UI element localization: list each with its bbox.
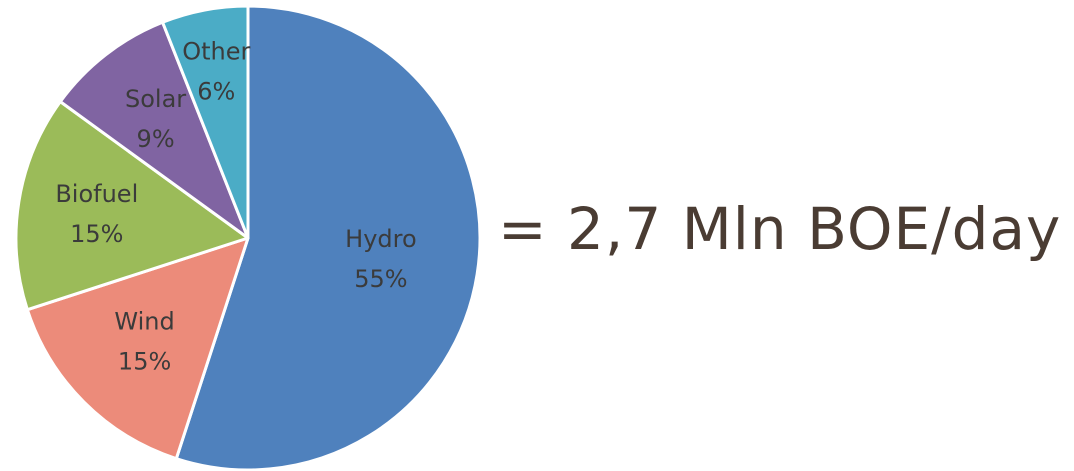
slice-value-hydro: 55% (354, 265, 407, 293)
slice-label-hydro: Hydro (345, 225, 417, 253)
slice-value-wind: 15% (118, 347, 171, 375)
total-caption: = 2,7 Mln BOE/day (498, 195, 1062, 263)
slice-value-other: 6% (197, 78, 235, 106)
pie-slices (14, 4, 482, 471)
pie-slice-hydro (174, 4, 482, 471)
pie-slice-solar (58, 20, 250, 240)
slice-label-biofuel: Biofuel (55, 180, 138, 208)
slice-label-other: Other (182, 38, 250, 66)
slice-value-solar: 9% (137, 125, 175, 153)
pie-labels: Hydro 55% Wind 15% Biofuel 15% Solar 9% Other 6% (55, 38, 416, 376)
slice-label-wind: Wind (114, 307, 174, 335)
slice-value-biofuel: 15% (70, 220, 123, 248)
pie-slice-biofuel (14, 100, 250, 312)
pie-slice-other (161, 4, 250, 240)
slice-label-solar: Solar (125, 85, 186, 113)
